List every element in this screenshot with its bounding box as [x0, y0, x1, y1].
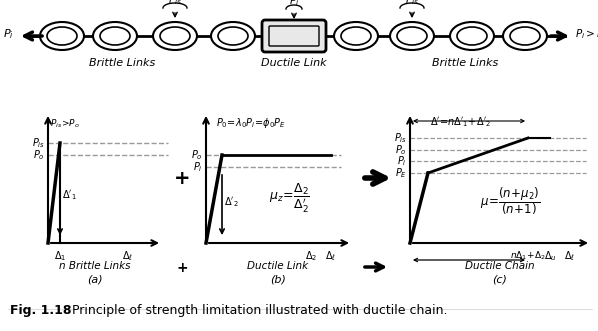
Text: $P_o$: $P_o$	[33, 148, 45, 162]
Ellipse shape	[503, 22, 547, 50]
Text: (b): (b)	[270, 274, 286, 284]
Text: $P_{is}$: $P_{is}$	[32, 136, 45, 150]
Text: $\Delta_\ell$: $\Delta_\ell$	[565, 249, 575, 263]
Text: Ductile Chain: Ductile Chain	[465, 261, 535, 271]
Text: $P_i$: $P_i$	[3, 27, 14, 41]
Text: $P_i$: $P_i$	[289, 0, 299, 8]
Text: $\mu_z\!=\!\dfrac{\Delta_2}{\Delta_2^{\prime}}$: $\mu_z\!=\!\dfrac{\Delta_2}{\Delta_2^{\p…	[269, 181, 310, 214]
Text: $\Delta'_1$: $\Delta'_1$	[62, 189, 77, 202]
Text: $P_0\!=\!\lambda_0 P_i\!=\!\phi_0 P_E$: $P_0\!=\!\lambda_0 P_i\!=\!\phi_0 P_E$	[216, 116, 286, 130]
Ellipse shape	[211, 22, 255, 50]
Ellipse shape	[510, 27, 540, 45]
Text: $P_{is}$: $P_{is}$	[394, 131, 407, 145]
FancyBboxPatch shape	[262, 20, 326, 52]
Text: $P_o$: $P_o$	[395, 143, 407, 157]
Text: $\Delta_\ell$: $\Delta_\ell$	[325, 249, 337, 263]
Text: $\Delta'_2$: $\Delta'_2$	[224, 196, 239, 210]
Text: $\Delta_1$: $\Delta_1$	[54, 249, 66, 263]
Text: Ductile Link: Ductile Link	[248, 261, 309, 271]
Text: $n\Delta_1\!+\!\Delta_2$: $n\Delta_1\!+\!\Delta_2$	[510, 249, 546, 261]
Text: $\Delta_\ell$: $\Delta_\ell$	[123, 249, 133, 263]
Text: $P_o$: $P_o$	[191, 148, 203, 162]
Text: $P_i > P_E/\phi$: $P_i > P_E/\phi$	[575, 27, 598, 41]
Text: Ductile Link: Ductile Link	[261, 58, 327, 68]
Ellipse shape	[450, 22, 494, 50]
Text: Brittle Links: Brittle Links	[432, 58, 498, 68]
Text: $P_i$: $P_i$	[397, 154, 407, 168]
Text: Brittle Links: Brittle Links	[89, 58, 155, 68]
Text: $P_i$: $P_i$	[193, 160, 203, 174]
Text: $\mu\!=\!\dfrac{(n\!+\!\mu_2)}{(n\!+\!1)}$: $\mu\!=\!\dfrac{(n\!+\!\mu_2)}{(n\!+\!1)…	[480, 185, 540, 217]
Text: $P_{is}\!>\!P_o$: $P_{is}\!>\!P_o$	[50, 117, 80, 129]
Text: $\Delta_u$: $\Delta_u$	[544, 249, 556, 263]
Ellipse shape	[47, 27, 77, 45]
Text: Principle of strength limitation illustrated with ductile chain.: Principle of strength limitation illustr…	[72, 304, 447, 317]
Ellipse shape	[390, 22, 434, 50]
Ellipse shape	[334, 22, 378, 50]
Text: (a): (a)	[87, 274, 103, 284]
Ellipse shape	[397, 27, 427, 45]
Text: $P_{is}$: $P_{is}$	[405, 0, 419, 7]
Text: Fig. 1.18: Fig. 1.18	[10, 304, 72, 317]
Ellipse shape	[457, 27, 487, 45]
Ellipse shape	[160, 27, 190, 45]
Ellipse shape	[100, 27, 130, 45]
Ellipse shape	[341, 27, 371, 45]
Ellipse shape	[93, 22, 137, 50]
Text: $\Delta_2$: $\Delta_2$	[305, 249, 317, 263]
Text: n Brittle Links: n Brittle Links	[59, 261, 131, 271]
Ellipse shape	[40, 22, 84, 50]
Text: +: +	[174, 168, 190, 187]
Text: (c): (c)	[493, 274, 508, 284]
Text: $\Delta'\!=\!n\Delta'_1\!+\!\Delta'_2$: $\Delta'\!=\!n\Delta'_1\!+\!\Delta'_2$	[430, 115, 491, 129]
Ellipse shape	[153, 22, 197, 50]
Ellipse shape	[218, 27, 248, 45]
Text: +: +	[176, 261, 188, 275]
Text: $P_E$: $P_E$	[395, 166, 407, 180]
Text: $P_{is}$: $P_{is}$	[168, 0, 182, 7]
